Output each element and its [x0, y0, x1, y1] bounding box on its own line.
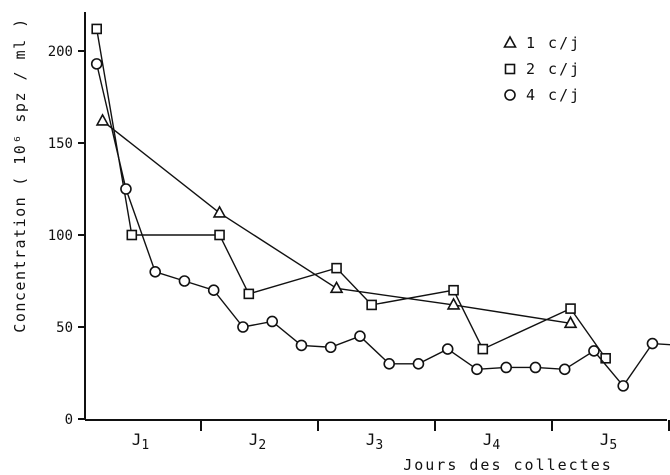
series-triangle [95, 113, 578, 329]
data-point [529, 361, 542, 374]
data-point [120, 183, 132, 195]
data-point [446, 297, 461, 310]
data-point [366, 299, 377, 311]
legend-marker [504, 63, 516, 75]
legend: 1 c/j 2 c/j 4 c/j [503, 34, 581, 104]
data-point [324, 341, 337, 354]
data-point [477, 343, 489, 355]
x-tick-label: J5 [600, 430, 617, 453]
data-point [149, 265, 161, 278]
y-tick-label: 150 [48, 136, 73, 152]
data-point [95, 113, 110, 126]
data-point [471, 363, 483, 376]
series-line [96, 63, 670, 388]
legend-label: 2 c/j [526, 60, 581, 78]
y-tick-label: 200 [48, 44, 73, 60]
data-point [600, 352, 611, 364]
data-point [91, 23, 102, 35]
data-point [214, 229, 225, 241]
y-axis-label-unit: ( 10⁶ spz / ml ) [11, 17, 29, 186]
x-axis-label: Jours des collectes [403, 456, 613, 474]
legend-marker [504, 89, 516, 101]
data-point [212, 205, 227, 218]
y-axis-label: Concentration ( 10⁶ spz / ml ) [11, 17, 29, 332]
data-point [243, 288, 255, 300]
data-point [266, 315, 279, 328]
series-square [91, 23, 611, 364]
data-point [126, 229, 138, 241]
data-point [295, 339, 308, 352]
axes: 0 50 100 150 200 J1 J2 J3 J4 J5 [48, 12, 670, 453]
data-point [617, 380, 630, 392]
data-point [558, 363, 571, 376]
data-point [565, 303, 576, 314]
series-line [96, 28, 607, 359]
x-tick-label: J1 [132, 430, 149, 453]
y-tick-label: 50 [56, 320, 73, 336]
legend-label: 1 c/j [526, 34, 581, 52]
x-tick-label: J3 [366, 430, 383, 453]
data-point [441, 343, 454, 355]
data-point [329, 280, 344, 294]
y-tick-label: 100 [48, 228, 73, 244]
data-point [448, 284, 459, 296]
data-point [646, 337, 659, 350]
legend-marker [503, 35, 517, 48]
data-point [207, 284, 220, 297]
data-point [331, 262, 342, 274]
data-point [500, 361, 513, 374]
data-point [588, 345, 600, 357]
data-point [383, 357, 396, 370]
data-point [90, 58, 103, 70]
legend-label: 4 c/j [526, 86, 581, 104]
series-layer [90, 23, 670, 392]
y-tick-label: 0 [65, 412, 73, 428]
x-tick-label: J2 [249, 430, 266, 453]
x-tick-label: J4 [483, 430, 501, 453]
data-point [237, 321, 249, 333]
y-axis-label-text: Concentration [11, 196, 29, 333]
data-point [178, 275, 191, 287]
data-point [354, 330, 366, 343]
data-point [412, 357, 425, 370]
data-point [563, 315, 578, 329]
series-circle [90, 58, 670, 392]
